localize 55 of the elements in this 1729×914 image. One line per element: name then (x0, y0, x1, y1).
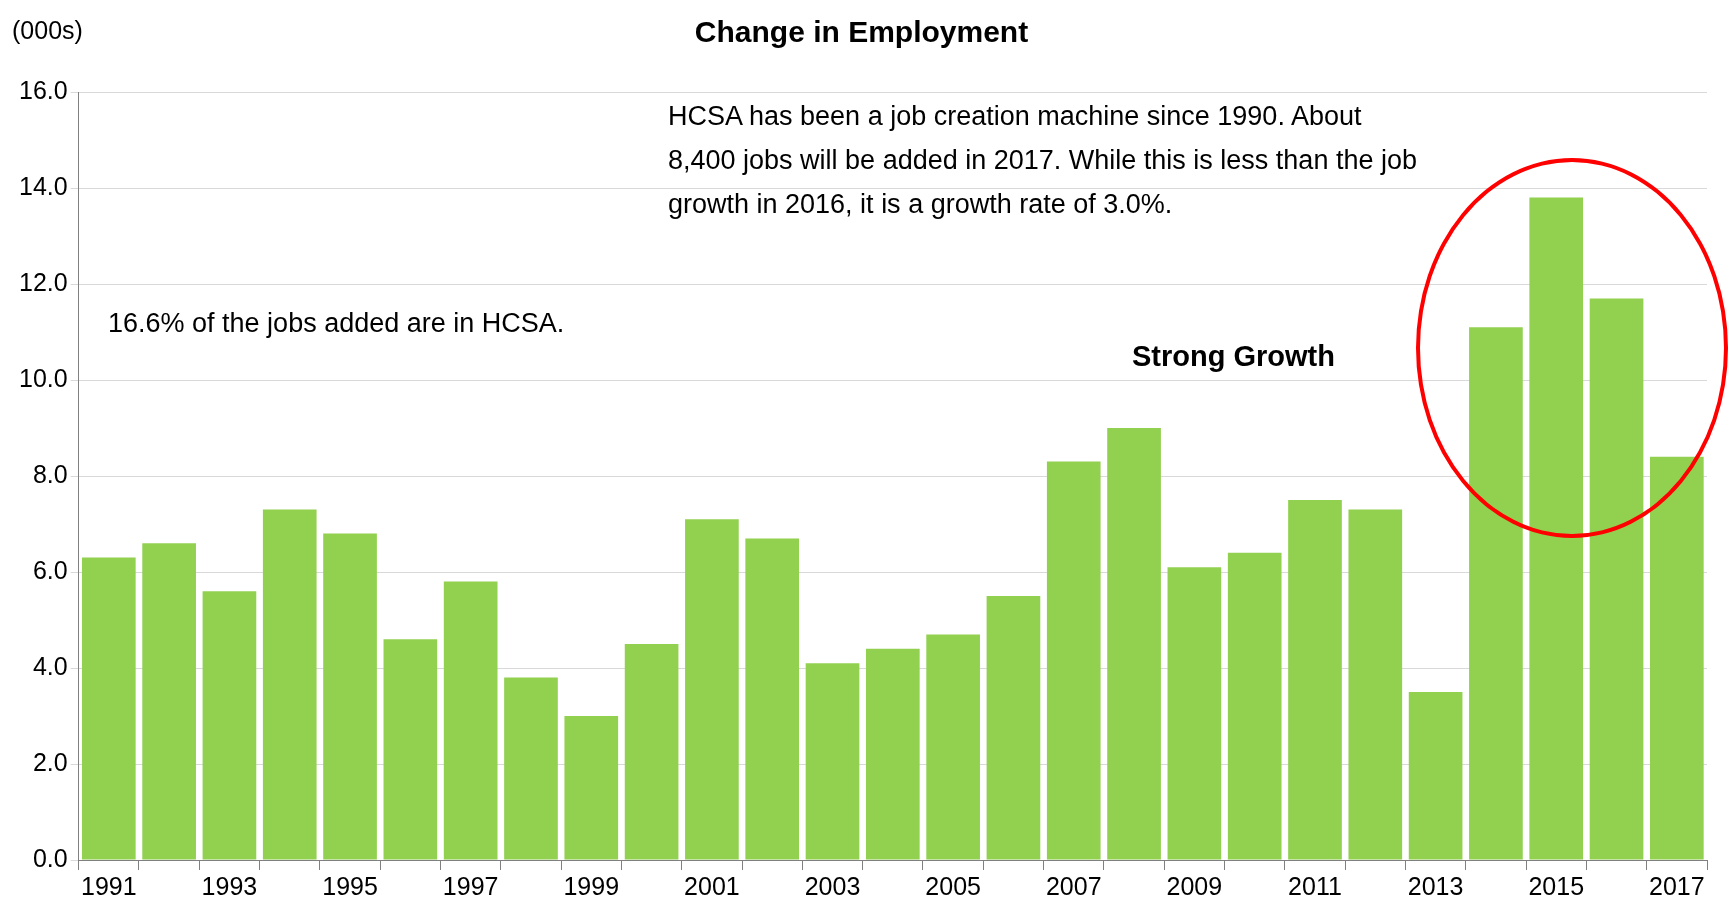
x-tick-label: 1993 (201, 871, 258, 900)
x-tick-label: 1995 (322, 871, 378, 900)
x-tick-label: 2007 (1045, 871, 1102, 900)
x-tick-label: 2015 (1528, 871, 1585, 900)
x-tick-label: 1991 (81, 871, 137, 900)
bar (745, 538, 800, 860)
bar (926, 634, 980, 860)
annotation: HCSA has been a job creation machine since 1990. About 8,400 jobs will be added in 2017. While this is less than the job growth in 2016, it is a growth rate of 3.0%. (668, 100, 1418, 221)
x-tick-label: 2013 (1407, 871, 1464, 900)
bar (383, 639, 438, 860)
bar (805, 663, 860, 860)
y-axis-title: (000s) (12, 16, 83, 45)
y-tick-label: 2.0 (32, 747, 68, 776)
x-tick-label: 2005 (925, 871, 981, 900)
bar (504, 677, 558, 860)
bar (1107, 428, 1161, 860)
bar (142, 543, 196, 860)
x-tick-label: 2017 (1649, 871, 1705, 900)
x-tick-label: 2003 (804, 871, 861, 900)
bar (262, 509, 317, 860)
bar (1469, 327, 1523, 860)
bar (1227, 552, 1282, 860)
bar (443, 581, 498, 860)
y-tick-label: 16.0 (18, 75, 68, 104)
y-tick-label: 14.0 (18, 171, 68, 200)
x-tick-label: 1999 (563, 871, 620, 900)
bar (564, 716, 619, 860)
bar (81, 557, 136, 860)
y-tick-label: 4.0 (32, 651, 68, 680)
x-tick-label: 2001 (684, 871, 740, 900)
y-tick-label: 6.0 (32, 555, 68, 584)
bar (1650, 456, 1704, 860)
x-tick-label: 1997 (442, 871, 499, 900)
bar (685, 519, 739, 860)
y-tick-label: 8.0 (32, 459, 68, 488)
chart-title: Change in Employment (694, 15, 1029, 49)
y-tick-label: 0.0 (32, 843, 68, 872)
x-tick-label: 2009 (1166, 871, 1223, 900)
bar (986, 596, 1041, 860)
y-tick-label: 12.0 (18, 267, 68, 296)
bar (1348, 509, 1403, 860)
bar (1408, 692, 1463, 860)
y-tick-label: 10.0 (18, 363, 68, 392)
bar (1167, 567, 1222, 860)
x-tick-label: 2011 (1288, 871, 1342, 900)
bar (323, 533, 377, 860)
bar (1589, 298, 1644, 860)
annotation: 16.6% of the jobs added are in HCSA. (108, 308, 565, 339)
bar (1288, 500, 1342, 860)
bar (202, 591, 257, 860)
bar (1529, 197, 1584, 860)
bar (624, 644, 679, 860)
annotation: Strong Growth (1132, 340, 1335, 373)
bar (1046, 461, 1101, 860)
bar (865, 648, 920, 860)
